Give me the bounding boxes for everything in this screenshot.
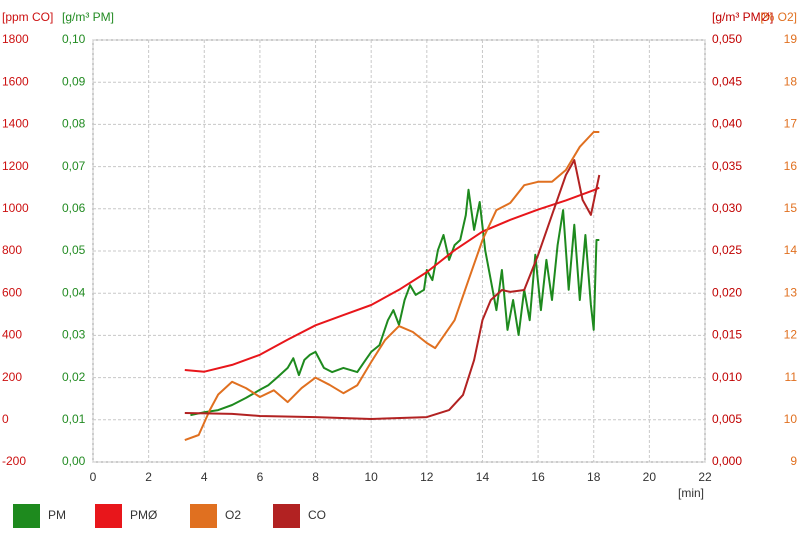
x-tick-label: 22 bbox=[698, 470, 712, 484]
series-line bbox=[184, 159, 601, 420]
y-axis-title: [% O2] bbox=[760, 10, 797, 24]
x-tick-label: 20 bbox=[643, 470, 657, 484]
y-tick-label: 0,01 bbox=[62, 412, 86, 426]
y-tick-label: 0 bbox=[2, 412, 9, 426]
legend-swatch bbox=[273, 504, 300, 528]
y-tick-label: 0,045 bbox=[712, 74, 742, 88]
y-tick-label: 0,05 bbox=[62, 243, 86, 257]
legend-swatch bbox=[190, 504, 217, 528]
y-tick-label: 0,005 bbox=[712, 412, 742, 426]
x-tick-label: 16 bbox=[531, 470, 545, 484]
y-tick-label: 11 bbox=[785, 370, 798, 384]
y-tick-label: 600 bbox=[2, 285, 22, 299]
y-tick-label: 800 bbox=[2, 243, 22, 257]
y-tick-label: 0,010 bbox=[712, 370, 742, 384]
series-line bbox=[190, 188, 600, 417]
y-tick-label: 400 bbox=[2, 328, 22, 342]
legend-swatch bbox=[13, 504, 40, 528]
y-tick-label: 17 bbox=[784, 117, 798, 131]
legend-label: CO bbox=[308, 508, 326, 522]
y-tick-label: 16 bbox=[784, 159, 798, 173]
y-tick-label: 19 bbox=[784, 32, 798, 46]
y-tick-label: 9 bbox=[790, 454, 797, 468]
y-tick-label: 1600 bbox=[2, 74, 29, 88]
y-tick-label: -200 bbox=[2, 454, 26, 468]
y-tick-label: 0,10 bbox=[62, 32, 86, 46]
y-tick-label: 0,06 bbox=[62, 201, 86, 215]
x-tick-label: 8 bbox=[312, 470, 319, 484]
y-tick-label: 18 bbox=[784, 74, 798, 88]
y-tick-label: 0,035 bbox=[712, 159, 742, 173]
x-tick-label: 12 bbox=[420, 470, 434, 484]
y-tick-label: 1400 bbox=[2, 117, 29, 131]
x-tick-label: 6 bbox=[257, 470, 264, 484]
x-tick-label: 2 bbox=[145, 470, 152, 484]
y-tick-label: 13 bbox=[784, 285, 798, 299]
legend-label: O2 bbox=[225, 508, 241, 522]
y-tick-label: 1200 bbox=[2, 159, 29, 173]
y-tick-label: 0,020 bbox=[712, 285, 742, 299]
legend-label: PM bbox=[48, 508, 66, 522]
y-axis-title: [g/m³ PM] bbox=[62, 10, 114, 24]
x-axis-label: [min] bbox=[678, 486, 704, 500]
series-line bbox=[184, 131, 600, 442]
y-tick-label: 0,07 bbox=[62, 159, 86, 173]
x-tick-label: 18 bbox=[587, 470, 601, 484]
y-tick-label: 0,050 bbox=[712, 32, 742, 46]
y-tick-label: 12 bbox=[784, 328, 798, 342]
y-tick-label: 1800 bbox=[2, 32, 29, 46]
x-tick-label: 10 bbox=[365, 470, 379, 484]
x-tick-label: 4 bbox=[201, 470, 208, 484]
y-tick-label: 1000 bbox=[2, 201, 29, 215]
y-tick-label: 0,015 bbox=[712, 328, 742, 342]
y-tick-label: 0,04 bbox=[62, 285, 86, 299]
y-tick-label: 0,09 bbox=[62, 74, 86, 88]
legend-swatch bbox=[95, 504, 122, 528]
y-tick-label: 14 bbox=[784, 243, 798, 257]
y-tick-label: 0,025 bbox=[712, 243, 742, 257]
y-tick-label: 0,00 bbox=[62, 454, 86, 468]
y-axis-title: [g/m³ PMØ] bbox=[712, 10, 773, 24]
legend-label: PMØ bbox=[130, 508, 157, 522]
y-axis-title: [ppm CO] bbox=[2, 10, 53, 24]
y-tick-label: 0,08 bbox=[62, 117, 86, 131]
y-tick-label: 0,040 bbox=[712, 117, 742, 131]
y-tick-label: 0,02 bbox=[62, 370, 86, 384]
y-tick-label: 0,030 bbox=[712, 201, 742, 215]
y-tick-label: 200 bbox=[2, 370, 22, 384]
y-tick-label: 10 bbox=[784, 412, 798, 426]
series-line bbox=[184, 186, 600, 373]
y-tick-label: 0,000 bbox=[712, 454, 742, 468]
y-tick-label: 15 bbox=[784, 201, 798, 215]
x-tick-label: 0 bbox=[90, 470, 97, 484]
y-tick-label: 0,03 bbox=[62, 328, 86, 342]
x-tick-label: 14 bbox=[476, 470, 490, 484]
